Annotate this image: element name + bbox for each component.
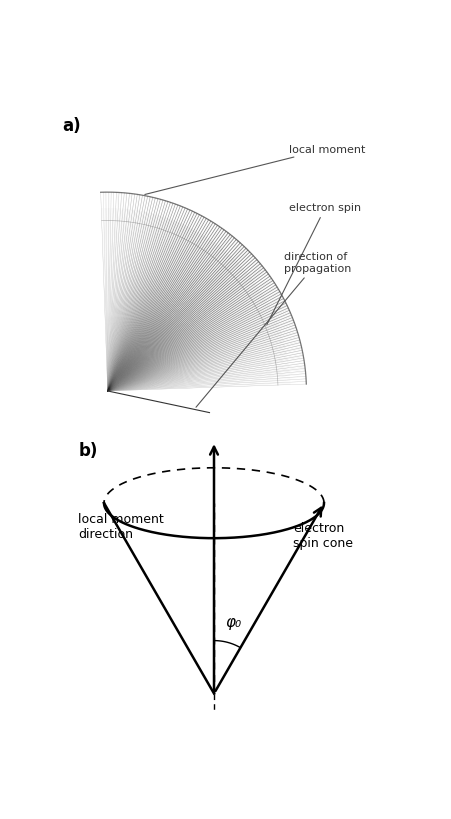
Text: local moment: local moment: [144, 144, 365, 195]
Text: direction of
propagation: direction of propagation: [196, 252, 350, 408]
Text: φ₀: φ₀: [225, 615, 241, 630]
Text: a): a): [62, 117, 81, 135]
Text: b): b): [78, 441, 97, 459]
Text: electron
spin cone: electron spin cone: [293, 521, 353, 549]
Text: local moment
direction: local moment direction: [78, 513, 164, 541]
Text: electron spin: electron spin: [266, 203, 361, 325]
